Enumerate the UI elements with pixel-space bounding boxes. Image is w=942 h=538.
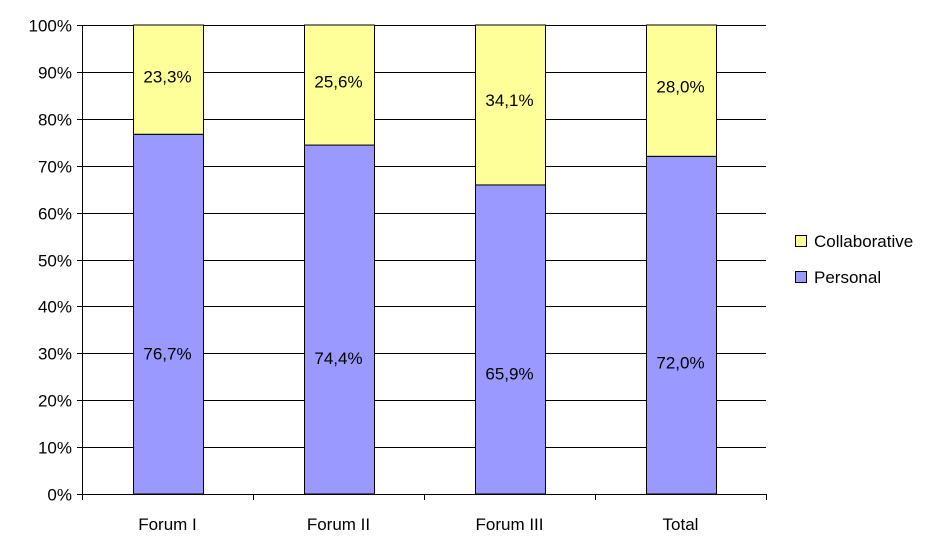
data-label: 65,9% — [485, 364, 533, 383]
y-tick-label: 70% — [38, 158, 72, 177]
data-label: 34,1% — [485, 91, 533, 110]
bar-segment-collaborative — [646, 24, 717, 157]
bar-segment-collaborative — [475, 24, 546, 186]
y-tick-label: 80% — [38, 111, 72, 130]
bar-segment-personal — [475, 184, 546, 495]
bar-segment-collaborative — [133, 24, 204, 135]
y-tick-label: 60% — [38, 205, 72, 224]
y-tick-label: 50% — [38, 252, 72, 271]
y-tick-label: 0% — [47, 486, 72, 505]
y-tick-label: 20% — [38, 392, 72, 411]
legend-label: Collaborative — [814, 232, 913, 251]
bar-segment-personal — [304, 144, 375, 495]
legend-label: Personal — [814, 268, 881, 287]
y-tick-label: 100% — [29, 17, 72, 36]
data-label: 28,0% — [656, 78, 704, 97]
data-labels: 76,7% 23,3% 74,4% 25,6% 65,9% 34,1% 72,0% 28,0% — [143, 67, 704, 383]
y-tick-label: 90% — [38, 64, 72, 83]
axes: 0% 10% 20% 30% 40% 50% 60% 70% 80% 90% 100% Forum I… — [29, 17, 767, 534]
legend-swatch — [795, 271, 807, 283]
x-category-label: Forum II — [307, 515, 370, 533]
x-category-label: Total — [663, 515, 699, 533]
y-tick-label: 30% — [38, 345, 72, 364]
data-label: 23,3% — [143, 67, 191, 86]
data-label: 25,6% — [314, 72, 362, 91]
bar-segment-personal — [133, 133, 204, 495]
data-label: 72,0% — [656, 353, 704, 372]
x-category-label: Forum III — [475, 515, 543, 533]
bars — [133, 24, 717, 495]
bar-segment-collaborative — [304, 24, 375, 146]
y-tick-label: 40% — [38, 298, 72, 317]
legend-swatch — [795, 235, 807, 247]
x-category-label: Forum I — [138, 515, 197, 533]
data-label: 74,4% — [314, 349, 362, 368]
bar-segment-personal — [646, 155, 717, 495]
y-tick-label: 10% — [38, 439, 72, 458]
data-label: 76,7% — [143, 345, 191, 364]
legend: Collaborative Personal — [795, 232, 913, 287]
